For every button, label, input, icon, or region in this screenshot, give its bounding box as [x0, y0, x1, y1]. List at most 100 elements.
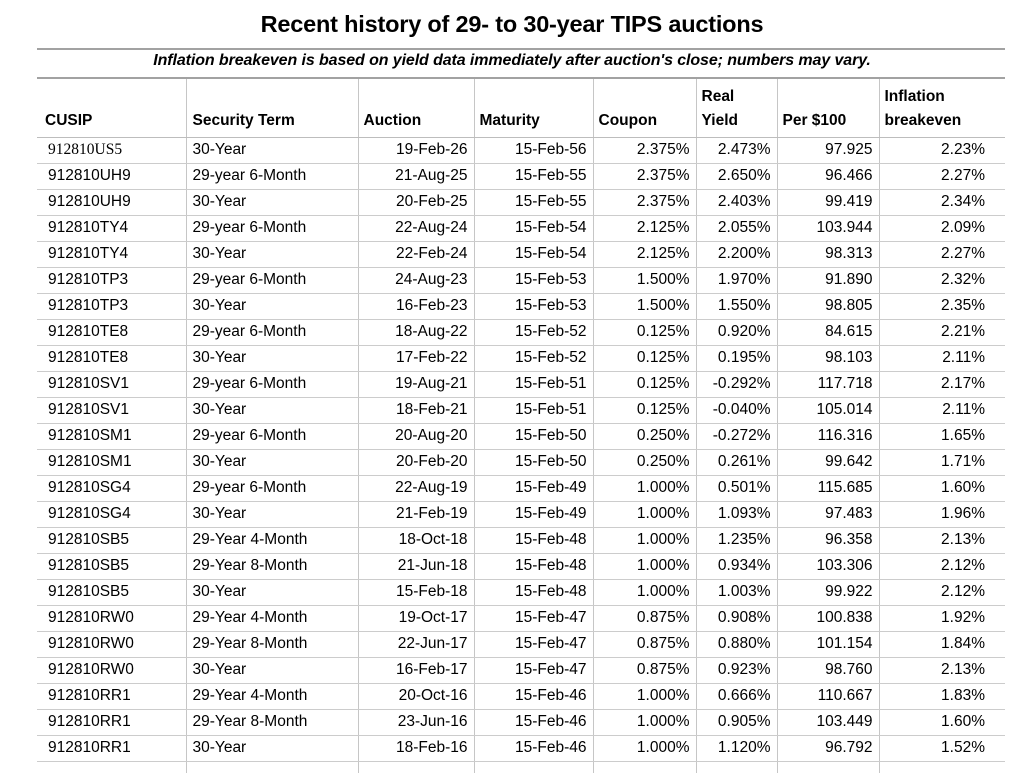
- cell-auction-date: 15-Feb-18: [357, 579, 474, 606]
- cell-inflation-breakeven: 2.13%: [878, 527, 1005, 554]
- tips-auctions-table: CUSIP Security Term Auction Maturity Coupon R…: [37, 79, 1005, 773]
- cell-cusip: 912810SB5: [37, 553, 186, 580]
- cell-inflation-breakeven: 1.65%: [878, 423, 1005, 450]
- cell-inflation-breakeven: 1.71%: [878, 449, 1005, 476]
- cell-price-per-100: 99.922: [776, 579, 879, 606]
- cell-price-per-100: 98.313: [776, 241, 879, 268]
- cell-cusip: 912810TE8: [37, 345, 186, 372]
- cell-security-term: 29-year 6-Month: [185, 163, 358, 190]
- cell-coupon: 0.125%: [592, 397, 696, 424]
- table-row: 912810TE8 29-year 6-Month 18-Aug-22 15-Feb-…: [37, 319, 1005, 346]
- cell-empty: [473, 761, 593, 773]
- cell-security-term: 30-Year: [185, 137, 358, 164]
- cell-price-per-100: 99.419: [776, 189, 879, 216]
- cell-auction-date: 20-Oct-16: [357, 683, 474, 710]
- cell-real-yield: 0.880%: [695, 631, 777, 658]
- cell-auction-date: 19-Aug-21: [357, 371, 474, 398]
- cell-auction-date: 16-Feb-17: [357, 657, 474, 684]
- cell-maturity-date: 15-Feb-48: [473, 553, 593, 580]
- cell-auction-date: 22-Aug-19: [357, 475, 474, 502]
- cell-real-yield: -0.040%: [695, 397, 777, 424]
- cell-security-term: 30-Year: [185, 735, 358, 762]
- cell-cusip: 912810RW0: [37, 657, 186, 684]
- table-row: 912810RR1 30-Year 18-Feb-16 15-Feb-46 1.000%…: [37, 735, 1005, 762]
- cell-coupon: 0.125%: [592, 371, 696, 398]
- cell-coupon: 2.125%: [592, 241, 696, 268]
- cell-inflation-breakeven: 1.52%: [878, 735, 1005, 762]
- cell-maturity-date: 15-Feb-50: [473, 423, 593, 450]
- cell-inflation-breakeven: 1.60%: [878, 709, 1005, 736]
- cell-auction-date: 20-Feb-20: [357, 449, 474, 476]
- cell-auction-date: 18-Oct-18: [357, 527, 474, 554]
- table-row: 912810TP3 30-Year 16-Feb-23 15-Feb-53 1.500%…: [37, 293, 1005, 320]
- cell-security-term: 29-Year 4-Month: [185, 683, 358, 710]
- cell-real-yield: 2.473%: [695, 137, 777, 164]
- cell-cusip: 912810SG4: [37, 501, 186, 528]
- cell-auction-date: 23-Jun-16: [357, 709, 474, 736]
- cell-coupon: 0.125%: [592, 319, 696, 346]
- cell-coupon: 2.375%: [592, 163, 696, 190]
- cell-coupon: 1.000%: [592, 553, 696, 580]
- cell-price-per-100: 103.306: [776, 553, 879, 580]
- cell-real-yield: 1.970%: [695, 267, 777, 294]
- cell-inflation-breakeven: 1.83%: [878, 683, 1005, 710]
- cell-inflation-breakeven: 1.92%: [878, 605, 1005, 632]
- cell-coupon: 1.000%: [592, 475, 696, 502]
- cell-price-per-100: 115.685: [776, 475, 879, 502]
- table-row: 912810SB5 29-Year 4-Month 18-Oct-18 15-Feb-…: [37, 527, 1005, 554]
- cell-security-term: 29-Year 4-Month: [185, 527, 358, 554]
- cell-price-per-100: 98.103: [776, 345, 879, 372]
- cell-maturity-date: 15-Feb-48: [473, 579, 593, 606]
- cell-empty: [695, 761, 777, 773]
- cell-cusip: 912810TP3: [37, 267, 186, 294]
- cell-price-per-100: 98.760: [776, 657, 879, 684]
- table-row: 912810TE8 30-Year 17-Feb-22 15-Feb-52 0.125%…: [37, 345, 1005, 372]
- column-header-real-yield: Real Yield: [695, 79, 777, 138]
- cell-inflation-breakeven: 2.13%: [878, 657, 1005, 684]
- cell-maturity-date: 15-Feb-49: [473, 475, 593, 502]
- cell-real-yield: 0.934%: [695, 553, 777, 580]
- cell-inflation-breakeven: 1.84%: [878, 631, 1005, 658]
- cell-inflation-breakeven: 2.21%: [878, 319, 1005, 346]
- cell-maturity-date: 15-Feb-46: [473, 735, 593, 762]
- cell-coupon: 0.250%: [592, 449, 696, 476]
- cell-auction-date: 22-Aug-24: [357, 215, 474, 242]
- cell-security-term: 29-Year 8-Month: [185, 709, 358, 736]
- cell-coupon: 1.000%: [592, 683, 696, 710]
- cell-maturity-date: 15-Feb-51: [473, 397, 593, 424]
- header-row: CUSIP Security Term Auction Maturity Coupon R…: [37, 79, 1005, 138]
- cell-maturity-date: 15-Feb-46: [473, 709, 593, 736]
- table-row: 912810TP3 29-year 6-Month 24-Aug-23 15-Feb-…: [37, 267, 1005, 294]
- table-row: 912810RR1 29-Year 8-Month 23-Jun-16 15-Feb-…: [37, 709, 1005, 736]
- table-row: 912810SV1 30-Year 18-Feb-21 15-Feb-51 0.125%…: [37, 397, 1005, 424]
- cell-auction-date: 16-Feb-23: [357, 293, 474, 320]
- cell-real-yield: 1.120%: [695, 735, 777, 762]
- cell-maturity-date: 15-Feb-46: [473, 683, 593, 710]
- cell-cusip: 912810SV1: [37, 371, 186, 398]
- cell-real-yield: 2.055%: [695, 215, 777, 242]
- cell-cusip: 912810SB5: [37, 527, 186, 554]
- cell-inflation-breakeven: 2.12%: [878, 579, 1005, 606]
- cell-empty: [185, 761, 358, 773]
- column-header-auction-date: Auction: [357, 79, 474, 138]
- table-row: 912810TY4 29-year 6-Month 22-Aug-24 15-Feb-…: [37, 215, 1005, 242]
- cell-coupon: 2.375%: [592, 137, 696, 164]
- cell-cusip: 912810TP3: [37, 293, 186, 320]
- cell-inflation-breakeven: 2.27%: [878, 241, 1005, 268]
- cell-maturity-date: 15-Feb-52: [473, 345, 593, 372]
- table-row: 912810UH9 29-year 6-Month 21-Aug-25 15-Feb-…: [37, 163, 1005, 190]
- cell-price-per-100: 97.483: [776, 501, 879, 528]
- cell-price-per-100: 103.449: [776, 709, 879, 736]
- cell-empty: [878, 761, 1005, 773]
- cell-security-term: 29-year 6-Month: [185, 215, 358, 242]
- cell-real-yield: 0.923%: [695, 657, 777, 684]
- cell-inflation-breakeven: 1.96%: [878, 501, 1005, 528]
- cell-price-per-100: 96.466: [776, 163, 879, 190]
- page-title: Recent history of 29- to 30-year TIPS au…: [260, 11, 764, 37]
- cell-real-yield: 1.235%: [695, 527, 777, 554]
- cell-security-term: 30-Year: [185, 241, 358, 268]
- column-header-coupon: Coupon: [592, 79, 696, 138]
- table-row: 912810RW0 29-Year 4-Month 19-Oct-17 15-Feb-…: [37, 605, 1005, 632]
- cell-cusip: 912810TY4: [37, 241, 186, 268]
